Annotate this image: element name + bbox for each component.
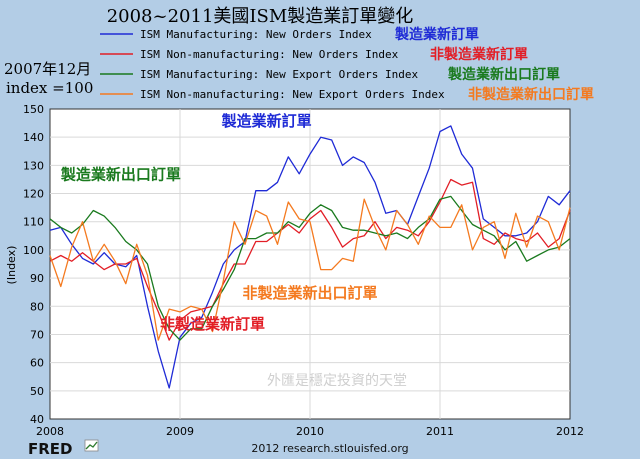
- series-layer: [49, 125, 571, 389]
- fred-logo: FRED: [28, 439, 99, 458]
- y-tick-label: 80: [30, 300, 44, 313]
- x-tick-label: 2009: [166, 425, 194, 438]
- legend-label-2: ISM Non-manufacturing: New Orders Index: [140, 48, 399, 61]
- index-note-line2: index =100: [6, 79, 93, 97]
- y-axis-label: (Index): [5, 246, 18, 285]
- index-note-line1: 2007年12月: [4, 60, 91, 78]
- x-axis: 2008 2009 2010 2011 2012: [36, 425, 584, 438]
- annotation-1: 製造業新訂單: [221, 112, 312, 130]
- chart-title: 2008~2011美國ISM製造業訂單變化: [107, 6, 414, 27]
- legend: ISM Manufacturing: New Orders Index 製造業新訂…: [100, 26, 594, 103]
- legend-cn-label-1: 製造業新訂單: [394, 26, 479, 43]
- y-tick-label: 60: [30, 357, 44, 370]
- fred-chart-icon: [84, 439, 99, 452]
- x-tick-label: 2012: [556, 425, 584, 438]
- y-tick-label: 70: [30, 328, 44, 341]
- y-tick-label: 100: [23, 244, 44, 257]
- series-line-4: [49, 198, 571, 341]
- x-tick-label: 2011: [426, 425, 454, 438]
- legend-label-3: ISM Manufacturing: New Export Orders Ind…: [140, 68, 419, 81]
- y-tick-label: 130: [23, 159, 44, 172]
- legend-cn-label-4: 非製造業新出口訂單: [468, 86, 594, 103]
- source-text: 2012 research.stlouisfed.org: [251, 442, 408, 455]
- x-tick-label: 2008: [36, 425, 64, 438]
- legend-cn-label-2: 非製造業新訂單: [430, 46, 528, 63]
- y-tick-label: 50: [30, 385, 44, 398]
- series-line-3: [49, 195, 571, 341]
- annotation-3: 非製造業新出口訂單: [242, 284, 377, 302]
- grid: [50, 109, 570, 419]
- watermark: 外匯是穩定投資的天堂: [267, 373, 407, 389]
- annotation-4: 非製造業新訂單: [160, 315, 265, 333]
- y-tick-label: 90: [30, 272, 44, 285]
- series-line-1: [49, 125, 571, 389]
- y-tick-label: 150: [23, 103, 44, 116]
- fred-logo-text: FRED: [28, 440, 73, 458]
- y-tick-label: 120: [23, 188, 44, 201]
- legend-label-4: ISM Non-manufacturing: New Export Orders…: [140, 88, 445, 101]
- x-tick-label: 2010: [296, 425, 324, 438]
- y-tick-label: 140: [23, 131, 44, 144]
- annotation-2: 製造業新出口訂單: [60, 165, 181, 183]
- y-axis: 40 50 60 70 80 90 100 110 120 130 140 150: [23, 103, 44, 426]
- y-tick-label: 40: [30, 413, 44, 426]
- legend-cn-label-3: 製造業新出口訂單: [447, 66, 560, 83]
- y-tick-label: 110: [23, 216, 44, 229]
- series-line-2: [49, 178, 571, 341]
- legend-label-1: ISM Manufacturing: New Orders Index: [140, 28, 372, 41]
